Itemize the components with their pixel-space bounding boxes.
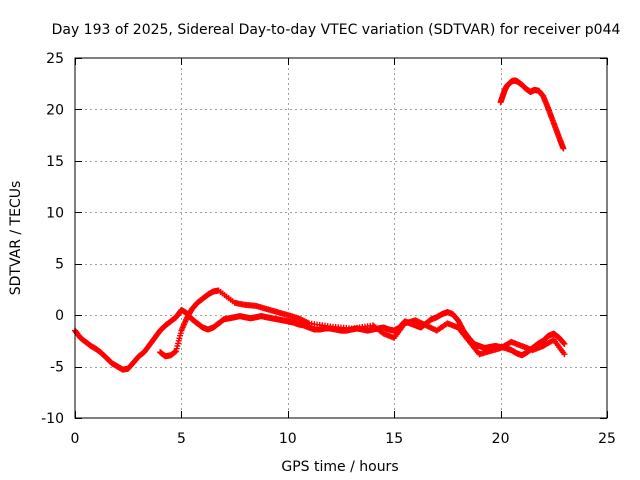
grid-lines	[75, 58, 607, 418]
x-tick-label: 20	[492, 431, 510, 447]
y-tick-label: -5	[50, 360, 64, 376]
y-tick-label: 20	[46, 102, 64, 118]
x-tick-label: 15	[385, 431, 403, 447]
x-tick-label: 25	[598, 431, 616, 447]
y-axis-label: SDTVAR / TECUs	[8, 181, 24, 296]
x-axis-label: GPS time / hours	[281, 459, 398, 475]
y-tick-label: 5	[55, 257, 64, 273]
y-tick-label: 15	[46, 154, 64, 170]
y-tick-label: 0	[55, 308, 64, 324]
plot-frame	[74, 57, 608, 419]
x-tick-labels: 0 5 10 15 20 25	[71, 431, 616, 447]
data-point	[560, 145, 567, 152]
y-tick-label: -10	[41, 411, 64, 427]
data-point	[561, 340, 568, 347]
chart-title: Day 193 of 2025, Sidereal Day-to-day VTE…	[52, 22, 621, 38]
y-tick-labels: -10 -5 0 5 10 15 20 25	[41, 51, 64, 427]
data-points	[72, 77, 568, 373]
x-tick-label: 10	[279, 431, 297, 447]
x-tick-label: 0	[71, 431, 80, 447]
x-tick-label: 5	[177, 431, 186, 447]
y-tick-label: 25	[46, 51, 64, 67]
y-tick-label: 10	[46, 205, 64, 221]
data-point	[561, 351, 568, 358]
